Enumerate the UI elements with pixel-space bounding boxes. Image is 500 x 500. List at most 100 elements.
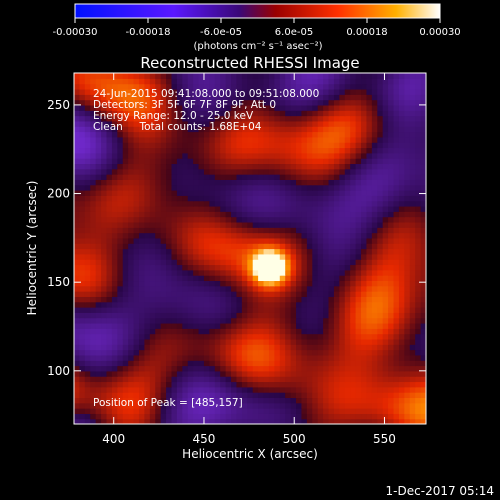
heatmap-cell xyxy=(155,179,162,186)
heatmap-cell xyxy=(377,291,384,297)
heatmap-cell xyxy=(301,312,308,319)
heatmap-cell xyxy=(214,115,221,122)
heatmap-cell xyxy=(247,179,254,186)
heatmap-cell xyxy=(225,120,232,127)
heatmap-cell xyxy=(268,333,275,340)
heatmap-cell xyxy=(344,285,351,292)
heatmap-cell xyxy=(290,397,297,404)
heatmap-cell xyxy=(409,211,416,218)
heatmap-cell xyxy=(171,317,178,324)
heatmap-cell xyxy=(361,115,368,122)
heatmap-cell xyxy=(350,158,357,165)
heatmap-cell xyxy=(166,253,173,260)
heatmap-cell xyxy=(415,291,422,297)
heatmap-cell xyxy=(193,88,200,95)
heatmap-cell xyxy=(74,317,81,324)
heatmap-cell xyxy=(371,296,378,303)
heatmap-cell xyxy=(350,317,357,324)
heatmap-cell xyxy=(198,259,205,266)
heatmap-cell xyxy=(209,205,216,212)
heatmap-cell xyxy=(101,381,108,388)
heatmap-cell xyxy=(371,136,378,143)
heatmap-cell xyxy=(388,99,395,106)
heatmap-cell xyxy=(220,365,227,372)
heatmap-cell xyxy=(377,248,384,255)
heatmap-cell xyxy=(74,83,81,90)
heatmap-cell xyxy=(160,360,167,367)
heatmap-cell xyxy=(84,221,91,228)
heatmap-cell xyxy=(371,83,378,90)
heatmap-cell xyxy=(377,237,384,244)
heatmap-cell xyxy=(193,179,200,186)
heatmap-cell xyxy=(285,94,292,101)
heatmap-cell xyxy=(122,83,129,90)
heatmap-cell xyxy=(333,237,340,244)
heatmap-cell xyxy=(344,269,351,276)
heatmap-cell xyxy=(79,248,86,255)
heatmap-cell xyxy=(193,328,200,335)
heatmap-cell xyxy=(404,126,411,133)
heatmap-cell xyxy=(247,275,254,282)
heatmap-cell xyxy=(182,136,189,143)
heatmap-cell xyxy=(74,147,81,154)
heatmap-cell xyxy=(247,280,254,287)
heatmap-cell xyxy=(252,291,259,297)
heatmap-cell xyxy=(328,163,335,170)
heatmap-cell xyxy=(323,397,330,404)
heatmap-cell xyxy=(220,243,227,250)
heatmap-cell xyxy=(333,131,340,138)
heatmap-cell xyxy=(84,237,91,244)
heatmap-cell xyxy=(312,94,319,101)
heatmap-cell xyxy=(296,78,303,85)
heatmap-cell xyxy=(111,221,118,228)
heatmap-cell xyxy=(258,179,265,186)
heatmap-cell xyxy=(361,78,368,85)
heatmap-cell xyxy=(415,131,422,138)
heatmap-cell xyxy=(333,126,340,133)
heatmap-cell xyxy=(171,216,178,223)
heatmap-cell xyxy=(350,83,357,90)
heatmap-cell xyxy=(339,142,346,149)
heatmap-cell xyxy=(193,301,200,308)
heatmap-cell xyxy=(111,227,118,234)
heatmap-cell xyxy=(209,365,216,372)
heatmap-cell xyxy=(176,264,183,271)
heatmap-cell xyxy=(398,312,405,319)
heatmap-cell xyxy=(301,317,308,324)
heatmap-cell xyxy=(388,200,395,207)
heatmap-cell xyxy=(171,99,178,106)
heatmap-cell xyxy=(290,152,297,159)
heatmap-cell xyxy=(296,275,303,282)
heatmap-cell xyxy=(371,413,378,420)
heatmap-cell xyxy=(409,381,416,388)
heatmap-cell xyxy=(333,142,340,149)
heatmap-cell xyxy=(79,195,86,202)
heatmap-cell xyxy=(306,174,313,180)
heatmap-cell xyxy=(84,285,91,292)
heatmap-cell xyxy=(225,243,232,250)
heatmap-cell xyxy=(101,216,108,223)
heatmap-cell xyxy=(155,269,162,276)
heatmap-cell xyxy=(420,73,426,79)
heatmap-cell xyxy=(128,301,135,308)
heatmap-cell xyxy=(290,317,297,324)
heatmap-cell xyxy=(106,168,113,175)
heatmap-cell xyxy=(220,344,227,351)
heatmap-cell xyxy=(306,392,313,399)
heatmap-cell xyxy=(214,386,221,393)
heatmap-cell xyxy=(420,211,426,218)
heatmap-cell xyxy=(366,152,373,159)
heatmap-cell xyxy=(133,237,140,244)
heatmap-cell xyxy=(111,237,118,244)
heatmap-cell xyxy=(371,344,378,351)
heatmap-cell xyxy=(193,402,200,409)
heatmap-cell xyxy=(182,413,189,420)
heatmap-cell xyxy=(90,365,97,372)
heatmap-cell xyxy=(252,402,259,409)
heatmap-cell xyxy=(160,190,167,196)
heatmap-cell xyxy=(382,381,389,388)
heatmap-cell xyxy=(74,312,81,319)
heatmap-cell xyxy=(306,158,313,165)
heatmap-cell xyxy=(409,392,416,399)
heatmap-cell xyxy=(258,83,265,90)
